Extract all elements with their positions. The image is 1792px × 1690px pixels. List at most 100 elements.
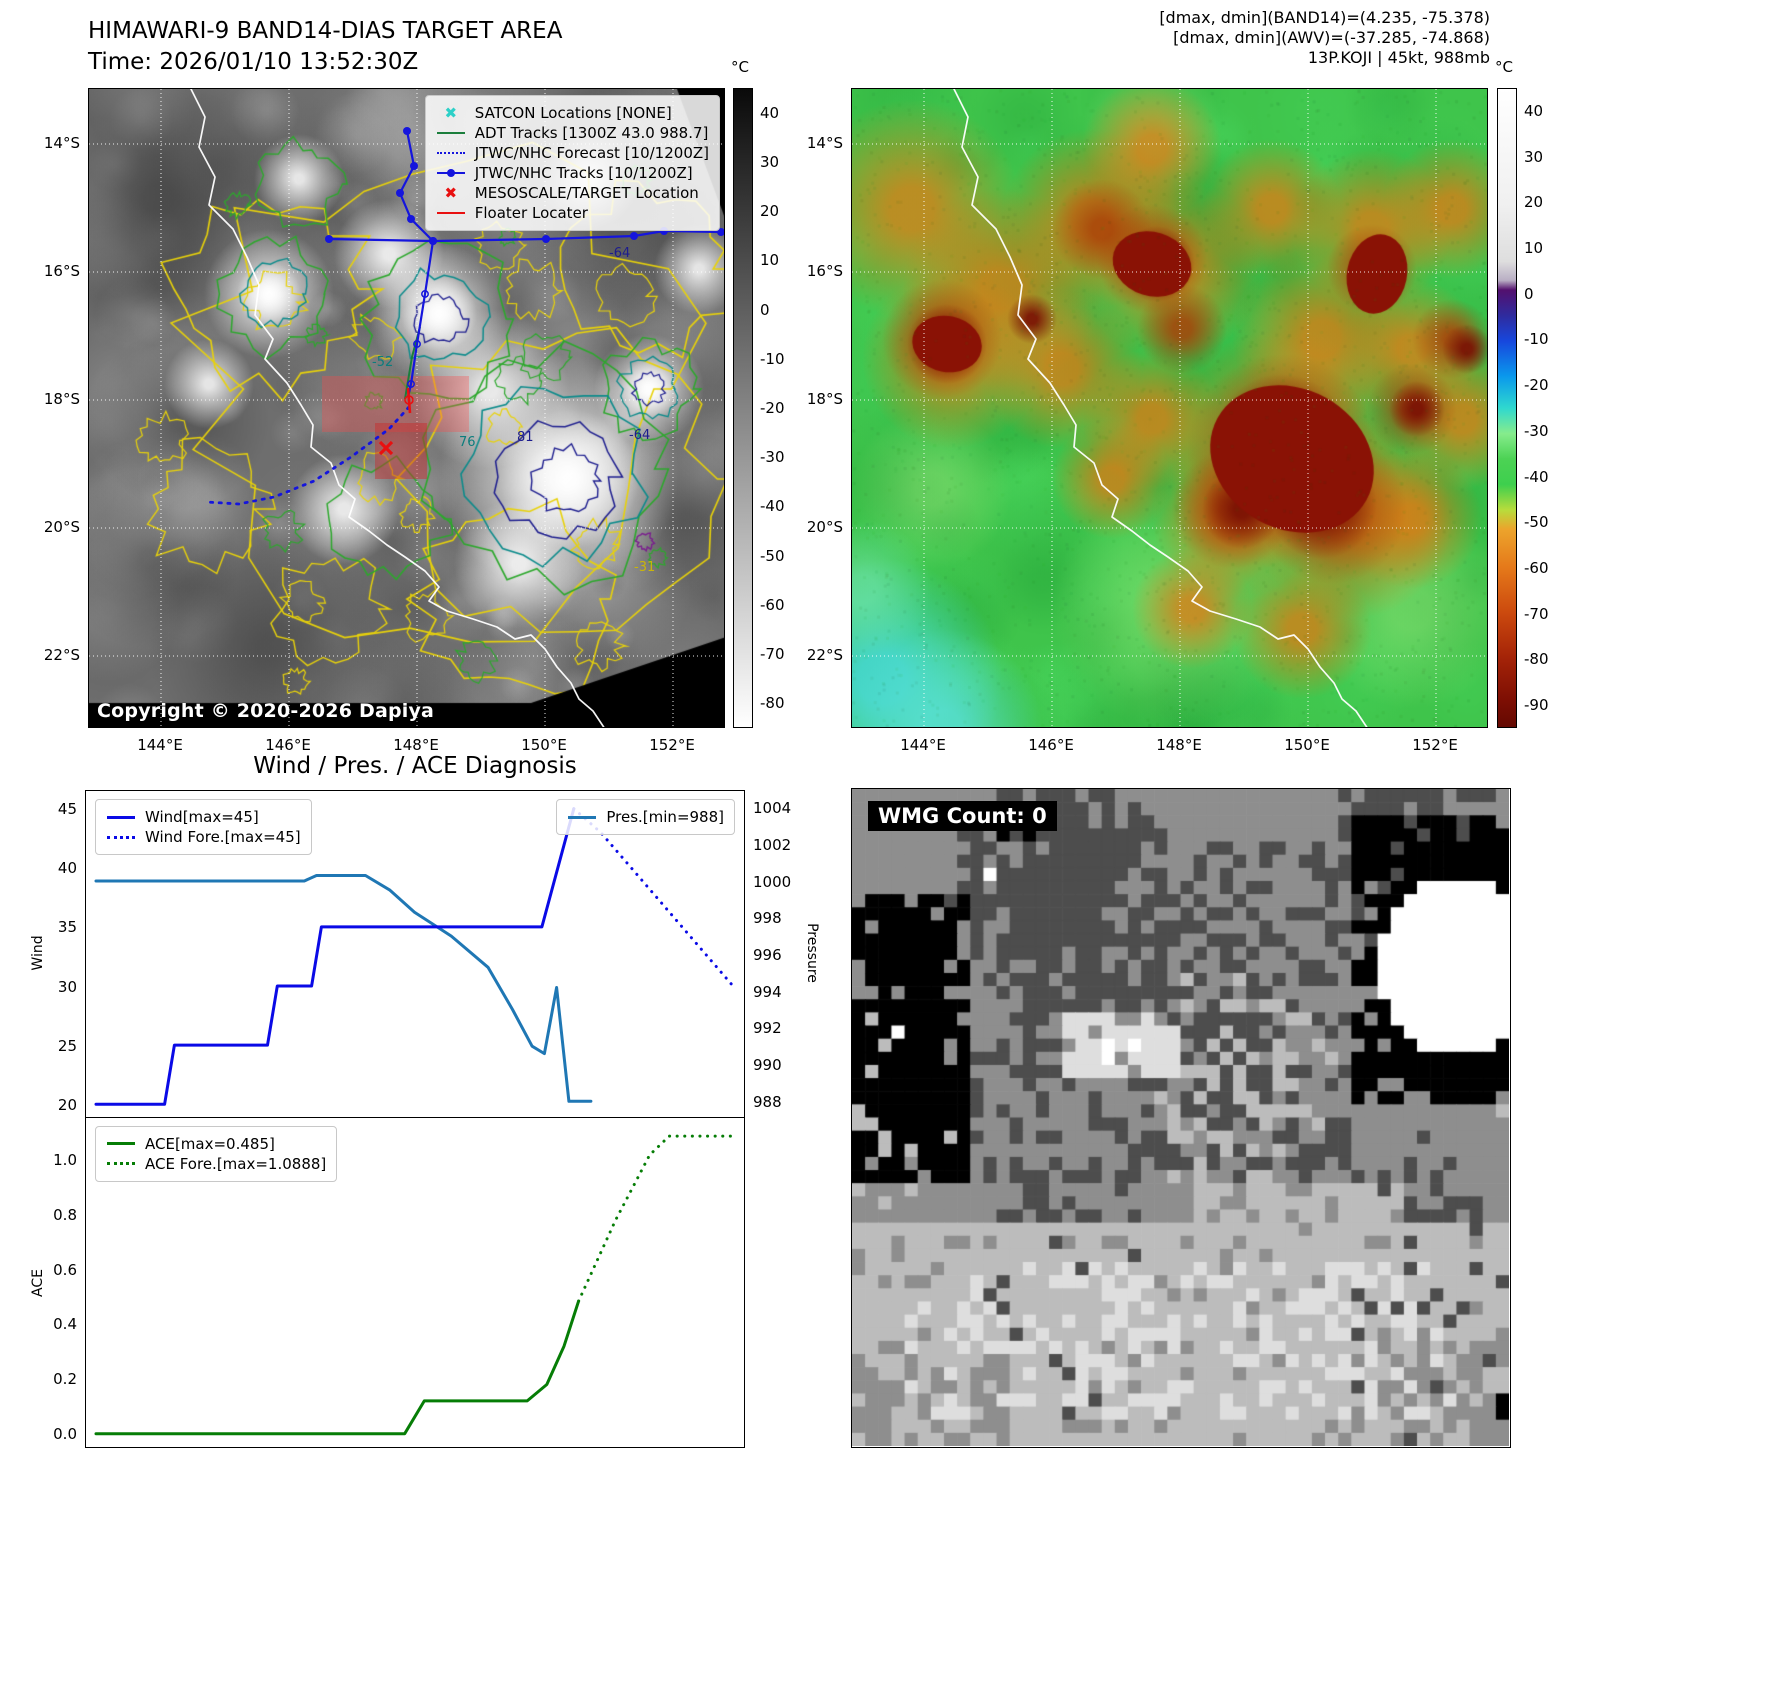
x-marker-icon: ✖	[444, 184, 458, 202]
band14-xtick-label: 148°E	[393, 736, 439, 754]
line-sample-icon	[436, 205, 466, 221]
legend-item: Wind[max=45]	[106, 808, 301, 826]
band14-colorbar-tick-label: -40	[760, 497, 785, 516]
awv-map-panel	[851, 88, 1488, 728]
solid-line	[107, 815, 135, 819]
track-point-marker	[630, 232, 638, 240]
track-open-marker	[407, 380, 415, 388]
band14-colorbar-tick-label: 20	[760, 202, 780, 221]
pressure-ytick-label: 998	[753, 909, 782, 928]
line-sample-icon	[106, 1136, 136, 1152]
band14-colorbar-tick-label: -30	[760, 448, 785, 467]
pressure-ytick-label: 996	[753, 945, 782, 964]
band14-xtick-label: 146°E	[265, 736, 311, 754]
track-open-marker	[421, 290, 429, 298]
awv-colorbar-tick-label: -40	[1524, 467, 1549, 486]
band14-colorbar-tick-label: -20	[760, 399, 785, 417]
legend-item: ADT Tracks [1300Z 43.0 988.7]	[436, 124, 709, 142]
awv-colorbar-tick-label: -70	[1524, 604, 1549, 623]
ace-ytick-label: 0.8	[53, 1206, 77, 1224]
wind-ytick-label: 35	[57, 918, 77, 937]
band14-title-block: HIMAWARI-9 BAND14-DIAS TARGET AREA Time:…	[88, 16, 562, 78]
awv-colorbar-tick-label: -60	[1524, 559, 1549, 577]
band14-time: Time: 2026/01/10 13:52:30Z	[88, 49, 419, 75]
awv-colorbar-tick-label: -30	[1524, 421, 1549, 440]
storm-id-intensity-text: 13P.KOJI | 45kt, 988mb	[1307, 48, 1490, 67]
band14-colorbar-tick-label: -80	[760, 694, 785, 713]
awv-xtick-label: 150°E	[1284, 736, 1330, 754]
track-open-marker	[413, 340, 421, 348]
ace-plot	[94, 1134, 735, 1435]
awv-colorbar-tick-label: 30	[1524, 147, 1544, 166]
awv-colorbar-tick-label: -20	[1524, 376, 1549, 395]
contour-value-label: 81	[517, 430, 534, 445]
contour-value-label: -31	[634, 560, 655, 575]
pressure-axis-label: Pressure	[804, 923, 820, 983]
wmg-pixel-image	[852, 789, 1509, 1446]
line-sample-icon	[567, 809, 597, 825]
band14-colorbar-tick-label: 10	[760, 251, 780, 270]
wind-series-line	[94, 807, 576, 1106]
track-point-marker	[410, 162, 418, 170]
legend-item: ACE[max=0.485]	[106, 1135, 326, 1153]
awv-colorbar	[1497, 88, 1517, 728]
ace-ytick-label: 0.0	[53, 1424, 77, 1443]
ace-legend: ACE[max=0.485] ACE Fore.[max=1.0888]	[95, 1125, 338, 1182]
wind-ytick-label: 20	[57, 1095, 77, 1114]
band14-ytick-label: 14°S	[43, 134, 80, 152]
band14-colorbar-tick-label: 30	[760, 152, 780, 171]
legend-item: ACE Fore.[max=1.0888]	[106, 1155, 326, 1173]
awv-colorbar-tick-label: -50	[1524, 513, 1549, 532]
track-point-marker	[429, 237, 437, 245]
band14-colorbar-tick-label: 40	[760, 103, 780, 122]
dotted-line-icon	[106, 1156, 136, 1172]
legend-label: SATCON Locations [NONE]	[474, 104, 672, 122]
pressure-ytick-label: 1002	[753, 835, 792, 854]
awv-satellite-image	[852, 89, 1487, 727]
ace-axis-label: ACE	[30, 1269, 46, 1297]
contour-value-label: -64	[609, 246, 630, 261]
wind-axis-label: Wind	[30, 935, 46, 971]
awv-xtick-label: 144°E	[900, 736, 946, 754]
dotted-line	[107, 1162, 135, 1165]
dmax-dmin-band14-text: [dmax, dmin](BAND14)=(4.235, -75.378)	[1159, 8, 1490, 27]
pressure-ytick-label: 994	[753, 982, 782, 1001]
ace-ytick-label: 0.6	[53, 1260, 77, 1279]
awv-map-overlay	[852, 89, 1487, 727]
line-sample-icon	[106, 809, 136, 825]
legend-label: Wind[max=45]	[145, 808, 259, 826]
band14-colorbar-tick-label: -50	[760, 546, 785, 565]
legend-item: ✖ SATCON Locations [NONE]	[436, 104, 709, 122]
track-point-marker	[396, 189, 404, 197]
pressure-ytick-label: 1000	[753, 872, 792, 891]
coastline	[190, 89, 605, 727]
band14-xtick-label: 144°E	[137, 736, 183, 754]
legend-label: JTWC/NHC Forecast [10/1200Z]	[474, 144, 709, 162]
wind-pressure-chart: Wind[max=45] Wind Fore.[max=45] Pres.[min…	[85, 790, 745, 1118]
line-sample-icon	[436, 165, 466, 181]
track-point-marker	[403, 127, 411, 135]
jtwc-forecast-line	[205, 405, 411, 506]
legend-label: Floater Locater	[474, 204, 588, 222]
awv-colorbar-tick-label: -80	[1524, 650, 1549, 669]
legend-item: Floater Locater	[436, 204, 709, 222]
band14-colorbar-unit: °C	[731, 58, 749, 76]
band14-ytick-label: 16°S	[43, 262, 80, 280]
legend-label: Wind Fore.[max=45]	[145, 828, 301, 846]
dotted-line	[107, 835, 135, 839]
band14-colorbar-tick-label: 0	[760, 300, 770, 319]
awv-colorbar-tick-label: -10	[1524, 330, 1549, 349]
wmg-count-label: WMG Count: 0	[868, 801, 1057, 831]
line-sample-icon	[436, 125, 466, 141]
band14-colorbar-tick-label: -60	[760, 595, 785, 614]
awv-colorbar-tick-label: -90	[1524, 696, 1549, 715]
wind-forecast-line	[572, 807, 735, 988]
band14-map-panel: -64 81 76 -31 -64 -52 ✖ SATCON Locations [NONE…	[88, 88, 725, 728]
track-point-marker	[717, 228, 724, 236]
legend-label: MESOSCALE/TARGET Location	[474, 184, 699, 202]
awv-header-block: [dmax, dmin](BAND14)=(4.235, -75.378) [d…	[1040, 8, 1490, 68]
contour-value-label: -52	[372, 355, 393, 370]
legend-label: ACE Fore.[max=1.0888]	[145, 1154, 327, 1173]
dmax-dmin-awv-text: [dmax, dmin](AWV)=(-37.285, -74.868)	[1173, 28, 1490, 47]
